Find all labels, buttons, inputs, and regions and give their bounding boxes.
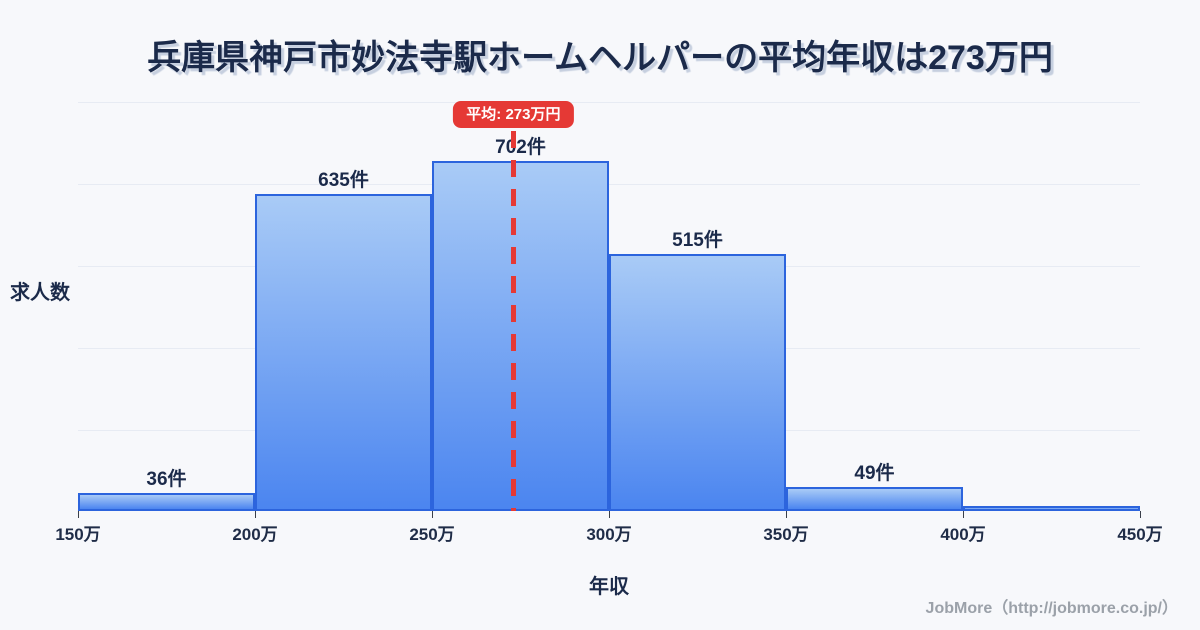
footer-credit: JobMore（http://jobmore.co.jp/） <box>925 600 1178 617</box>
histogram-bar <box>432 161 609 511</box>
axis-tick-label: 200万 <box>232 525 278 544</box>
axis-tick <box>431 511 433 518</box>
histogram-bar <box>255 194 432 511</box>
y-axis-label: 求人数 <box>10 282 70 304</box>
axis-tick-label: 150万 <box>55 525 101 544</box>
histogram-bar <box>609 254 786 511</box>
gridline <box>78 184 1140 185</box>
axis-tick-label: 400万 <box>940 525 986 544</box>
axis-tick <box>1139 511 1141 518</box>
axis-tick <box>962 511 964 518</box>
axis-tick-label: 350万 <box>763 525 809 544</box>
axis-tick <box>608 511 610 518</box>
axis-tick <box>785 511 787 518</box>
axis-tick-label: 300万 <box>586 525 632 544</box>
gridline <box>78 102 1140 103</box>
x-axis-label: 年収 <box>589 576 629 598</box>
histogram-bar <box>78 493 255 511</box>
bar-count-label: 635件 <box>318 170 369 191</box>
bar-count-label: 36件 <box>146 469 187 490</box>
axis-tick <box>254 511 256 518</box>
axis-tick-label: 450万 <box>1117 525 1163 544</box>
bar-count-label: 515件 <box>672 230 723 251</box>
histogram-bar <box>963 506 1140 511</box>
bar-count-label: 702件 <box>495 137 546 158</box>
chart-title: 兵庫県神戸市妙法寺駅ホームヘルパーの平均年収は273万円 <box>147 39 1053 77</box>
axis-tick-label: 250万 <box>409 525 455 544</box>
histogram-bar <box>786 487 963 511</box>
average-badge: 平均: 273万円 <box>453 101 574 128</box>
average-dashed-line <box>510 131 516 511</box>
bar-count-label: 49件 <box>854 463 895 484</box>
axis-tick <box>77 511 79 518</box>
